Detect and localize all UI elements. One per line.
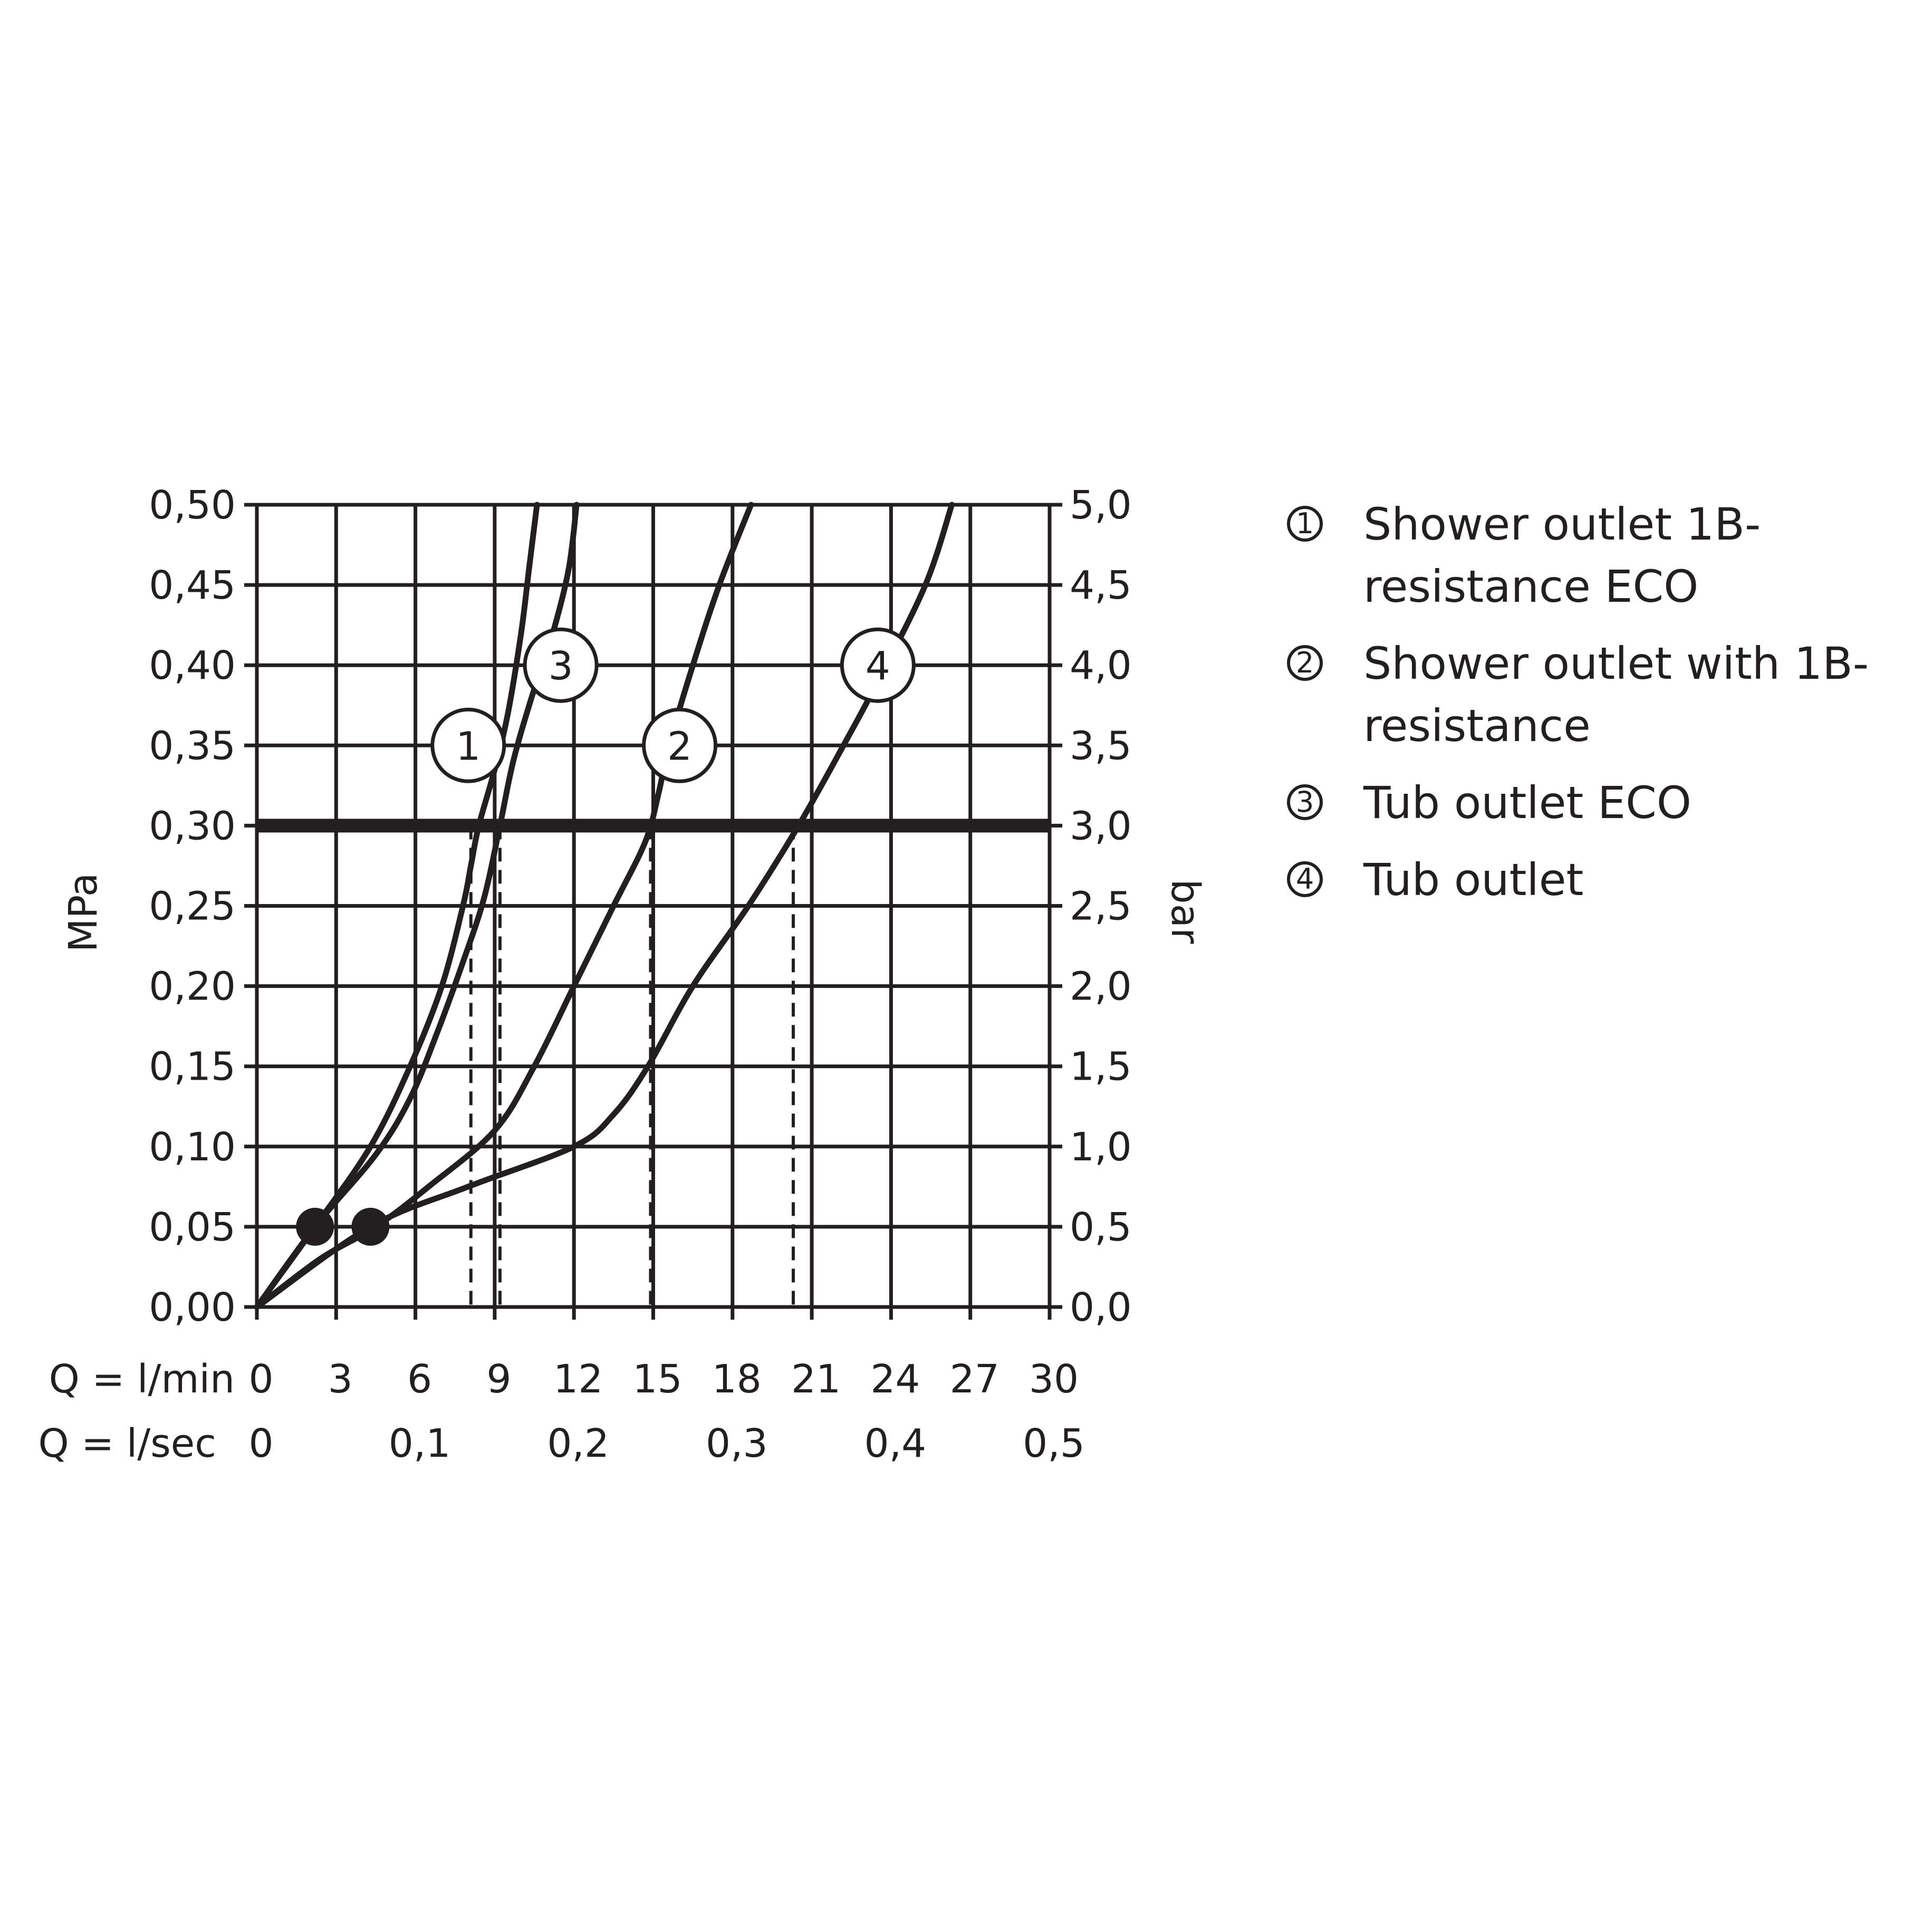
series-marker-label-3: 3: [549, 643, 573, 689]
series-markers: 1 2 3 4: [430, 627, 916, 783]
series-curve-1: [254, 502, 540, 1310]
y-tick-label-right: 0,0: [1070, 1285, 1132, 1330]
legend-item: 4 Tub outlet: [1287, 849, 1925, 911]
x-tick-label-lsec: 0,2: [547, 1421, 609, 1466]
drop-lines: [469, 825, 795, 1307]
x-tick-label-lmin: 21: [791, 1357, 841, 1402]
x-tick-label-lmin: 0: [248, 1357, 273, 1402]
y-tick-label-left: 0,00: [149, 1285, 236, 1330]
y-axis-title-left: MPa: [61, 873, 106, 953]
x-tick-label-lmin: 12: [553, 1357, 603, 1402]
x-tick-label-lmin: 6: [407, 1357, 432, 1402]
y-tick-label-left: 0,40: [149, 643, 236, 688]
legend-marker-circle: 4: [1287, 861, 1323, 897]
series-marker-circle-3: [523, 627, 599, 703]
y-tick-label-right: 5,0: [1070, 483, 1132, 528]
y-tick-label-left: 0,25: [149, 884, 236, 929]
series-marker-label-2: 2: [667, 724, 692, 769]
legend-label: Shower outlet 1B-resistance ECO: [1363, 498, 1761, 612]
y-tick-label-right: 1,5: [1070, 1044, 1132, 1090]
legend-item: 1 Shower outlet 1B-resistance ECO: [1287, 493, 1925, 618]
y-tick-label-left: 0,10: [149, 1124, 236, 1170]
x-tick-label-lmin: 30: [1029, 1357, 1079, 1402]
y-tick-label-right: 1,0: [1070, 1124, 1132, 1170]
x-tick-label-lsec: 0,1: [389, 1421, 451, 1466]
x-axis-row-label-lsec: Q = l/sec: [38, 1421, 216, 1466]
series-marker-label-1: 1: [456, 724, 480, 769]
x-axis-row-label-lmin: Q = l/min: [49, 1357, 235, 1402]
legend-label: Tub outlet: [1363, 854, 1584, 906]
legend: 1 Shower outlet 1B-resistance ECO 2 Show…: [1287, 493, 1925, 926]
left-axis-ticks: 0,00 0,05 0,10 0,15 0,20 0,25 0,30 0,35 0,40 0,45…: [149, 483, 236, 1330]
y-tick-label-left: 0,35: [149, 723, 236, 768]
x-tick-label-lmin: 9: [486, 1357, 511, 1402]
series-marker-circle-4: [840, 627, 916, 703]
y-tick-label-right: 0,5: [1070, 1205, 1132, 1250]
y-tick-label-right: 3,5: [1070, 723, 1132, 768]
x-tick-label-lmin: 3: [328, 1357, 353, 1402]
highlight-point: [296, 1207, 334, 1246]
y-tick-label-right: 4,0: [1070, 643, 1132, 688]
x-tick-label-lmin: 15: [632, 1357, 682, 1402]
y-tick-label-left: 0,50: [149, 483, 236, 528]
right-axis-ticks: 0,0 0,5 1,0 1,5 2,0 2,5 3,0 3,5 4,0 4,5 5,0: [1070, 483, 1132, 1330]
x-tick-label-lsec: 0,5: [1023, 1421, 1085, 1466]
x-tick-label-lsec: 0,3: [706, 1421, 768, 1466]
legend-item: 3 Tub outlet ECO: [1287, 772, 1925, 834]
x-tick-label-lmin: 27: [950, 1357, 999, 1402]
chart-grid: [244, 503, 1062, 1320]
legend-marker-circle: 2: [1287, 645, 1323, 681]
x-tick-label-lsec: 0,4: [864, 1421, 927, 1466]
x-tick-label-lmin: 24: [870, 1357, 920, 1402]
legend-item: 2 Shower outlet with 1B-resistance: [1287, 632, 1925, 757]
x-tick-label-lmin: 18: [712, 1357, 762, 1402]
legend-marker-circle: 3: [1287, 784, 1323, 820]
y-tick-label-left: 0,30: [149, 803, 236, 849]
x-axis-ticks: 0 3 6 9 12 15 18 21 24 27 30 0 0,1 0,2 0,3 0,4 0,5: [248, 1357, 1084, 1466]
y-tick-label-left: 0,05: [149, 1205, 236, 1250]
y-tick-label-left: 0,45: [149, 563, 236, 608]
highlight-point: [351, 1207, 390, 1246]
y-tick-label-left: 0,20: [149, 964, 236, 1010]
y-tick-label-right: 2,0: [1070, 964, 1132, 1010]
series-marker-circle-2: [642, 707, 718, 783]
series-marker-label-4: 4: [866, 643, 890, 689]
y-tick-label-right: 2,5: [1070, 884, 1132, 929]
y-tick-label-left: 0,15: [149, 1044, 236, 1090]
legend-label: Tub outlet ECO: [1363, 777, 1691, 829]
series-marker-circle-1: [430, 707, 506, 783]
y-tick-label-right: 4,5: [1070, 563, 1132, 608]
y-tick-label-right: 3,0: [1070, 803, 1132, 849]
y-axis-title-right: bar: [1162, 879, 1208, 944]
legend-label: Shower outlet with 1B-resistance: [1363, 638, 1869, 752]
x-tick-label-lsec: 0: [248, 1421, 273, 1466]
legend-marker-circle: 1: [1287, 506, 1323, 542]
